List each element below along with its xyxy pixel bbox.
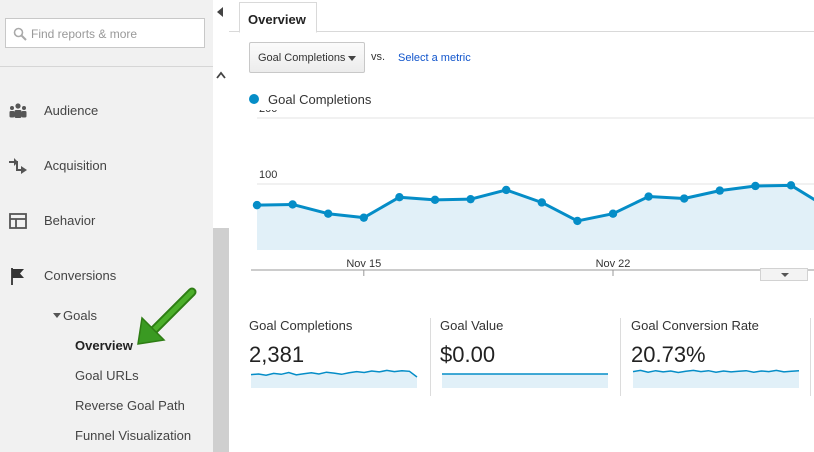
search-box[interactable]: Find reports & more: [5, 18, 205, 48]
sidebar-item-goals[interactable]: Goals: [63, 308, 97, 323]
search-placeholder: Find reports & more: [31, 27, 138, 41]
scorecard-value: 20.73%: [631, 342, 706, 367]
legend-dot: [249, 94, 259, 104]
scorecard-divider: [810, 318, 811, 396]
vs-label: vs.: [371, 51, 386, 63]
sidebar-item-goals-overview[interactable]: Overview: [75, 338, 133, 353]
sidebar-item-behavior[interactable]: Behavior: [0, 201, 213, 241]
sparkline-line: [250, 369, 418, 378]
goal-completions-chart: 200 100 Nov 15 Nov 22: [251, 110, 814, 276]
scorecard-value: 2,381: [249, 342, 305, 367]
data-point: [252, 200, 262, 210]
data-point: [573, 216, 582, 226]
search-icon: [13, 27, 27, 41]
scorecard-goal-value[interactable]: Goal Value $0.00: [440, 318, 610, 394]
sparkline-area: [442, 374, 608, 388]
green-pointer-arrow: [137, 287, 197, 345]
tab-overview[interactable]: Overview: [239, 2, 317, 33]
x-tick-label: Nov 15: [346, 258, 381, 270]
sidebar-item-audience[interactable]: Audience: [0, 91, 213, 131]
sparkline-area: [633, 370, 799, 388]
scorecard-goal-conversion-rate[interactable]: Goal Conversion Rate 20.73%: [631, 318, 801, 394]
sidebar-item-label: Conversions: [44, 268, 117, 283]
scorecard-sparkline: [442, 373, 608, 388]
caret-down-icon: [781, 273, 789, 277]
scorecard-divider: [620, 318, 621, 396]
data-point: [288, 200, 297, 209]
y-tick-label: 100: [259, 169, 277, 181]
y-tick-label: 200: [259, 110, 277, 115]
data-point: [430, 195, 440, 205]
scorecard-title: Goal Conversion Rate: [631, 318, 759, 333]
data-point: [751, 181, 760, 191]
data-point: [324, 209, 333, 218]
data-point: [715, 186, 724, 195]
sparkline-line: [632, 369, 800, 374]
caret-down-icon: [53, 313, 61, 318]
collapse-sidebar-icon[interactable]: [213, 0, 229, 24]
legend-label: Goal Completions: [268, 92, 372, 107]
flag-icon: [11, 268, 24, 285]
sidebar-item-conversions[interactable]: Conversions: [0, 256, 213, 296]
scorecard-title: Goal Completions: [249, 318, 353, 333]
scorecard-sparkline: [250, 369, 418, 388]
scorecard-divider: [430, 318, 431, 396]
data-point: [359, 213, 368, 222]
sidebar-item-label: Behavior: [44, 213, 96, 228]
scorecard-value: $0.00: [440, 342, 496, 367]
chevron-down-icon: [348, 56, 356, 61]
tab-bar: [229, 0, 814, 32]
series-area: [257, 185, 814, 250]
layout-grid-icon: [9, 213, 27, 229]
people-icon: [9, 103, 27, 118]
data-point: [786, 181, 796, 190]
data-point: [395, 193, 404, 202]
scroll-up-icon[interactable]: [213, 66, 229, 84]
sidebar-item-acquisition[interactable]: Acquisition: [0, 146, 213, 186]
data-point: [680, 194, 689, 203]
sparkline-area: [251, 370, 417, 388]
sidebar-item-label: Audience: [44, 103, 99, 118]
data-point: [502, 185, 511, 195]
acquisition-arrows-icon: [9, 158, 27, 174]
chart-expand-button[interactable]: [760, 268, 808, 281]
data-point: [644, 192, 653, 201]
sidebar-item-reverse-goal-path[interactable]: Reverse Goal Path: [75, 398, 185, 413]
scorecard-goal-completions[interactable]: Goal Completions 2,381: [249, 318, 419, 394]
x-tick-label: Nov 22: [596, 258, 631, 270]
data-point: [466, 194, 475, 204]
select-metric-link[interactable]: Select a metric: [398, 52, 471, 64]
tab-label: Overview: [248, 12, 306, 27]
sidebar-divider: [0, 66, 213, 67]
scorecard-sparkline: [632, 369, 800, 388]
scorecard-title: Goal Value: [440, 318, 504, 333]
metric-select[interactable]: Goal Completions: [249, 42, 365, 73]
data-point: [608, 209, 618, 218]
sidebar-item-goal-urls[interactable]: Goal URLs: [75, 368, 139, 383]
sidebar-item-funnel-visualization[interactable]: Funnel Visualization: [75, 428, 192, 443]
sidebar-scrollbar-thumb[interactable]: [213, 228, 229, 452]
data-point: [537, 198, 546, 207]
sidebar-item-label: Acquisition: [44, 158, 107, 173]
metric-select-value: Goal Completions: [258, 52, 346, 64]
sidebar: Find reports & more Audience Acquisition: [0, 0, 213, 452]
